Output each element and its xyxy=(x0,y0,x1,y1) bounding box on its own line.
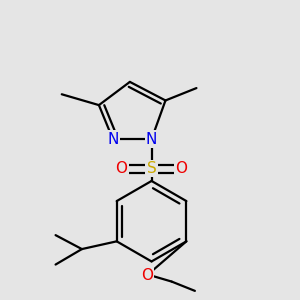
Text: O: O xyxy=(116,161,128,176)
Text: O: O xyxy=(176,161,188,176)
Text: N: N xyxy=(146,132,157,147)
Text: N: N xyxy=(107,132,118,147)
Text: S: S xyxy=(147,161,156,176)
Text: O: O xyxy=(141,268,153,283)
